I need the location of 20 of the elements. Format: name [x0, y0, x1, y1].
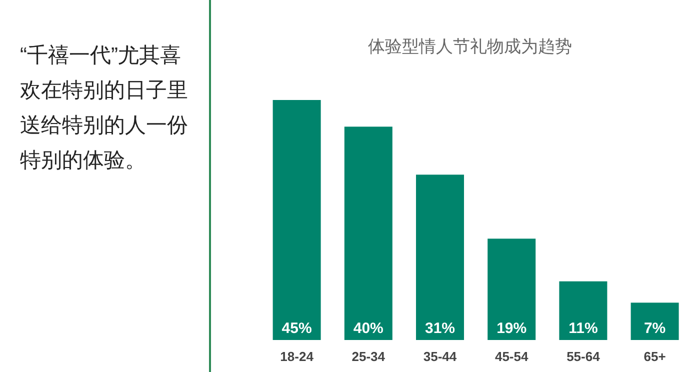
data-label: 40% [353, 320, 384, 337]
data-label: 31% [424, 320, 456, 337]
text: “千禧一代”尤其喜欢在特别的日子里送给特别的人一份特别的体验。 [20, 43, 189, 174]
chart-title: 体验型情人节礼物成为趋势 [368, 37, 572, 56]
x-tick-label: 25-34 [352, 349, 386, 364]
x-tick-label: 45-54 [494, 349, 529, 364]
x-tick-label: 55-64 [566, 349, 601, 364]
bar [272, 100, 321, 340]
data-label: 45% [282, 320, 312, 337]
x-tick-label: 65+ [644, 349, 666, 364]
data-label: 11% [568, 320, 598, 337]
bar [416, 174, 464, 340]
bar [630, 302, 679, 340]
bar [344, 126, 392, 340]
bar [488, 238, 536, 340]
data-label: 7% [644, 320, 666, 337]
x-tick-label: 35-44 [423, 349, 458, 364]
data-label: 19% [496, 320, 527, 337]
bar [559, 281, 608, 340]
x-tick-label: 18-24 [280, 349, 314, 364]
